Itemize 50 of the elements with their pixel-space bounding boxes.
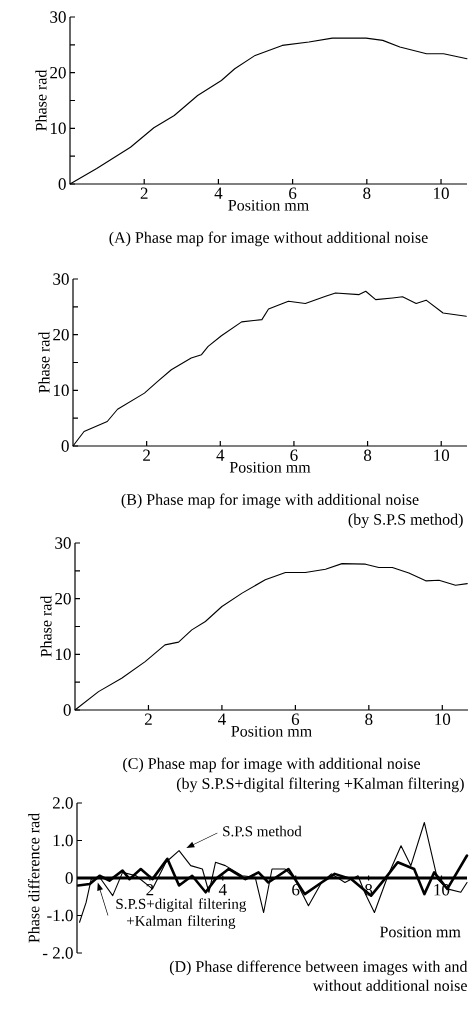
y-tick-label: 0 bbox=[61, 440, 69, 452]
x-axis-title: Position mm bbox=[229, 461, 311, 473]
x-tick-label: 2 bbox=[144, 713, 152, 725]
x-tick-label: 8 bbox=[365, 713, 373, 726]
x-tick-label: 10 bbox=[434, 187, 449, 200]
y-tick-label: 20 bbox=[53, 328, 69, 341]
x-tick-label: 10 bbox=[434, 449, 450, 462]
y-tick-label: - 2.0 bbox=[42, 947, 73, 959]
y-tick-label: 0 bbox=[63, 704, 71, 716]
y-axis-title: Phase rad bbox=[35, 69, 47, 131]
x-tick-label: 8 bbox=[363, 449, 372, 462]
x-tick-label: 4 bbox=[218, 713, 226, 725]
text: (B) Phase map for image with additional noise bbox=[121, 493, 419, 509]
x-tick-label: 4 bbox=[218, 884, 227, 896]
y-axis-title: Phase difference rad bbox=[28, 813, 40, 943]
x-axis-title: Position mm bbox=[228, 199, 309, 211]
x-tick-label: 6 bbox=[291, 713, 300, 725]
x-tick-label: 10 bbox=[435, 713, 451, 726]
y-tick-label: 30 bbox=[50, 11, 66, 23]
y-tick-label: 30 bbox=[55, 537, 71, 549]
y-tick-label: 1.0 bbox=[53, 834, 73, 847]
y-tick-label: 30 bbox=[53, 273, 69, 285]
y-tick-label: 20 bbox=[50, 66, 66, 79]
y-axis-title: Phase rad bbox=[40, 595, 52, 657]
text: (by S.P.S+digital filtering +Kalman filtering) bbox=[176, 777, 464, 793]
x-tick-label: 8 bbox=[363, 187, 371, 200]
x-axis-title: Position mm bbox=[231, 725, 312, 737]
y-tick-label: 2.0 bbox=[52, 797, 73, 809]
x-tick-label: 6 bbox=[290, 449, 298, 461]
x-axis-title: Position mm bbox=[379, 926, 461, 938]
x-tick-label: 4 bbox=[216, 449, 225, 461]
y-tick-label: 0 bbox=[65, 872, 73, 884]
legend-label: S.P.S+digital filtering +Kalman filtering bbox=[116, 898, 247, 930]
y-tick-label: 20 bbox=[55, 592, 71, 605]
text: (by S.P.S method) bbox=[348, 513, 463, 529]
x-tick-label: 2 bbox=[143, 449, 150, 461]
x-tick-label: 4 bbox=[214, 187, 223, 199]
y-tick-label: 0 bbox=[58, 178, 66, 190]
y-tick-label: 10 bbox=[55, 648, 71, 661]
x-tick-label: 2 bbox=[146, 884, 154, 896]
y-tick-label: 10 bbox=[53, 384, 69, 397]
y-tick-label: 10 bbox=[50, 122, 66, 135]
text: (D) Phase difference between images with and without additional noise bbox=[169, 960, 468, 991]
x-tick-label: 6 bbox=[289, 187, 297, 199]
text: (A) Phase map for image without additional noise bbox=[109, 231, 428, 247]
y-tick-label: -1.0 bbox=[47, 909, 73, 922]
text: (C) Phase map for image with additional noise bbox=[123, 757, 421, 773]
x-tick-label: 2 bbox=[140, 187, 148, 199]
y-axis-title: Phase rad bbox=[38, 331, 50, 393]
legend-label: S.P.S method bbox=[223, 825, 302, 837]
